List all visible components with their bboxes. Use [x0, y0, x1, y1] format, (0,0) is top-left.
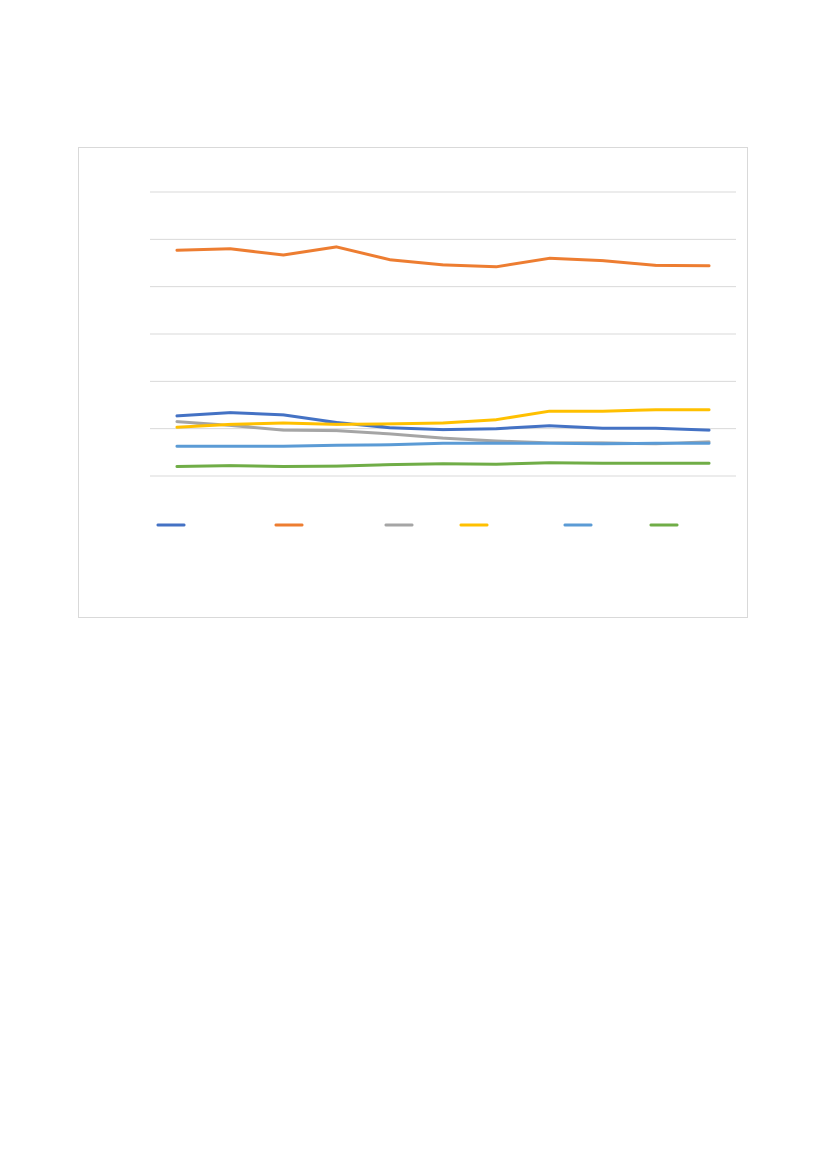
series-line-5	[175, 441, 711, 448]
gridlines	[150, 191, 736, 477]
series-line-6	[175, 461, 711, 468]
series-lines	[175, 245, 711, 468]
series-line-2	[175, 245, 711, 269]
chart-area	[78, 147, 748, 618]
series-line-1	[175, 411, 711, 432]
series-line-4	[175, 408, 711, 429]
